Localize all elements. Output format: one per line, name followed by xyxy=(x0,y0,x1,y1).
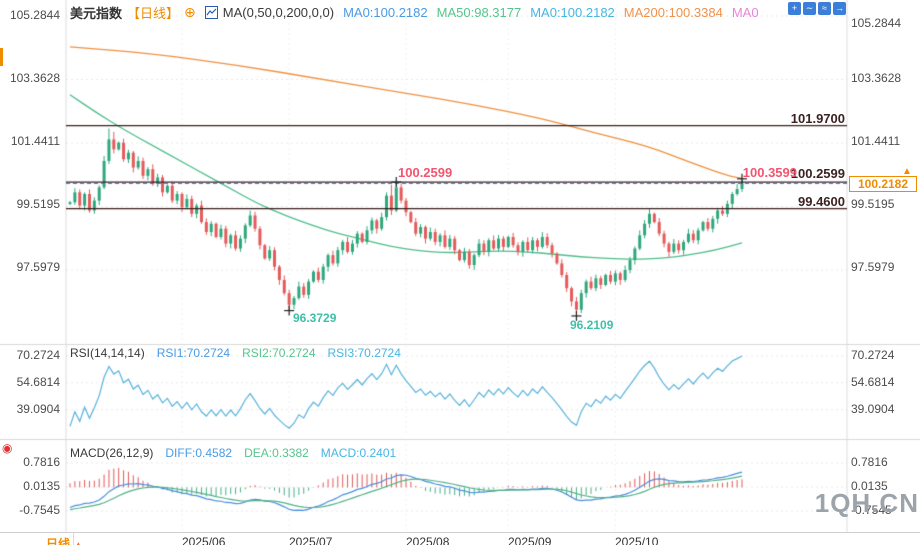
price-up-arrow-icon: ▲ xyxy=(902,166,912,177)
period-tag[interactable]: 【日线】 xyxy=(127,6,180,21)
ma-formula[interactable]: MA(0,50,0,200,0,0) xyxy=(222,5,335,20)
rsi2-value: RSI2:70.2724 xyxy=(242,346,316,360)
rsi3-value: RSI3:70.2724 xyxy=(327,346,401,360)
watermark: 1QH.CN xyxy=(814,488,919,518)
swing-low-label-1: 96.3729 xyxy=(293,311,337,325)
macd-axis-right-1: 0.7816 xyxy=(851,455,888,469)
mid-level-label: 100.2599 xyxy=(790,166,845,181)
y-axis-scale-icon[interactable]: ∼ xyxy=(803,2,816,15)
ma0b-value: MA0:100.2182 xyxy=(530,5,615,20)
main-axis-left-5: 97.5979 xyxy=(16,260,60,274)
main-axis-left-4: 99.5195 xyxy=(16,197,60,211)
resistance-level-label: 101.9700 xyxy=(790,111,845,126)
macd-formula[interactable]: MACD(26,12,9) xyxy=(70,446,154,460)
macd-axis-right-2: 0.0135 xyxy=(851,479,888,493)
current-price-box: 100.2182 xyxy=(849,176,917,192)
ma0c-value: MA0 xyxy=(731,5,759,20)
date-label-3: 2025/08 xyxy=(406,535,450,545)
timeframe-arrow-icon: ▲ xyxy=(73,540,83,545)
rsi-axis-right-2: 54.6814 xyxy=(851,375,895,389)
main-axis-right-3: 101.4411 xyxy=(851,134,901,148)
chart-toolbar: + ∼ ≈ → xyxy=(788,2,846,15)
main-axis-right-4: 99.5195 xyxy=(851,197,895,211)
date-label-5: 2025/10 xyxy=(615,535,659,545)
main-axis-right-2: 103.3628 xyxy=(851,71,902,85)
ma50-value: MA50:98.3177 xyxy=(436,5,522,20)
chart-header: 美元指数 【日线】 ⊕ MA(0,50,0,200,0,0) MA0:100.2… xyxy=(70,3,759,22)
time-axis-bar: 日线 ▲ 2025/06 2025/07 2025/08 2025/09 202… xyxy=(0,532,920,545)
swing-low-label-2: 96.2109 xyxy=(570,318,614,332)
rsi-axis-left-3: 39.0904 xyxy=(16,402,60,416)
peak-price-label: 100.2599 xyxy=(398,165,453,180)
main-axis-left-2: 103.3628 xyxy=(9,71,60,85)
alert-price-label: 100.3599 xyxy=(742,165,797,180)
date-label-1: 2025/06 xyxy=(182,535,226,545)
rsi-axis-right-3: 39.0904 xyxy=(851,402,895,416)
rsi1-value: RSI1:70.2724 xyxy=(156,346,231,360)
main-axis-left-1: 105.2844 xyxy=(9,8,60,22)
diff-value: DIFF:0.4582 xyxy=(165,446,233,460)
main-axis-right-1: 105.2844 xyxy=(851,16,902,30)
macd-axis-left-3: -0.7545 xyxy=(19,503,60,517)
rsi-axis-left-2: 54.6814 xyxy=(16,375,60,389)
rsi-header: RSI(14,14,14) RSI1:70.2724 RSI2:70.2724 … xyxy=(70,346,401,360)
macd-header: MACD(26,12,9) DIFF:0.4582 DEA:0.3382 MAC… xyxy=(70,446,396,460)
kline-chart-icon xyxy=(204,6,218,19)
alert-indicator-icon[interactable]: ◉ xyxy=(2,441,13,455)
left-edge-marker xyxy=(0,48,3,66)
add-indicator-icon[interactable]: ⊕ xyxy=(184,4,196,20)
macd-axis-left-1: 0.7816 xyxy=(23,455,60,469)
macd-axis-right-3: -0.7545 xyxy=(851,503,892,517)
rsi-axis-left-1: 70.2724 xyxy=(16,348,60,362)
macd-axis-left-2: 0.0135 xyxy=(23,479,60,493)
rsi-axis-right-1: 70.2724 xyxy=(851,348,895,362)
footer-divider xyxy=(73,533,74,545)
main-axis-right-5: 97.5979 xyxy=(851,260,895,274)
main-axis-left-3: 101.4411 xyxy=(10,134,60,148)
collapse-right-icon[interactable]: → xyxy=(833,2,846,15)
dea-value: DEA:0.3382 xyxy=(244,446,309,460)
date-label-4: 2025/09 xyxy=(508,535,552,545)
ma200-value: MA200:100.3384 xyxy=(623,5,723,20)
support-level-label: 99.4600 xyxy=(798,194,845,209)
ma0-value: MA0:100.2182 xyxy=(343,5,428,20)
crosshair-icon[interactable]: + xyxy=(788,2,801,15)
timeframe-label: 日线 xyxy=(46,537,71,545)
x-axis-scale-icon[interactable]: ≈ xyxy=(818,2,831,15)
timeframe-tab[interactable]: 日线 ▲ xyxy=(46,535,83,545)
date-label-2: 2025/07 xyxy=(289,535,333,545)
symbol-name[interactable]: 美元指数 xyxy=(70,6,123,21)
macd-value: MACD:0.2401 xyxy=(320,446,397,460)
rsi-formula[interactable]: RSI(14,14,14) xyxy=(70,346,145,360)
